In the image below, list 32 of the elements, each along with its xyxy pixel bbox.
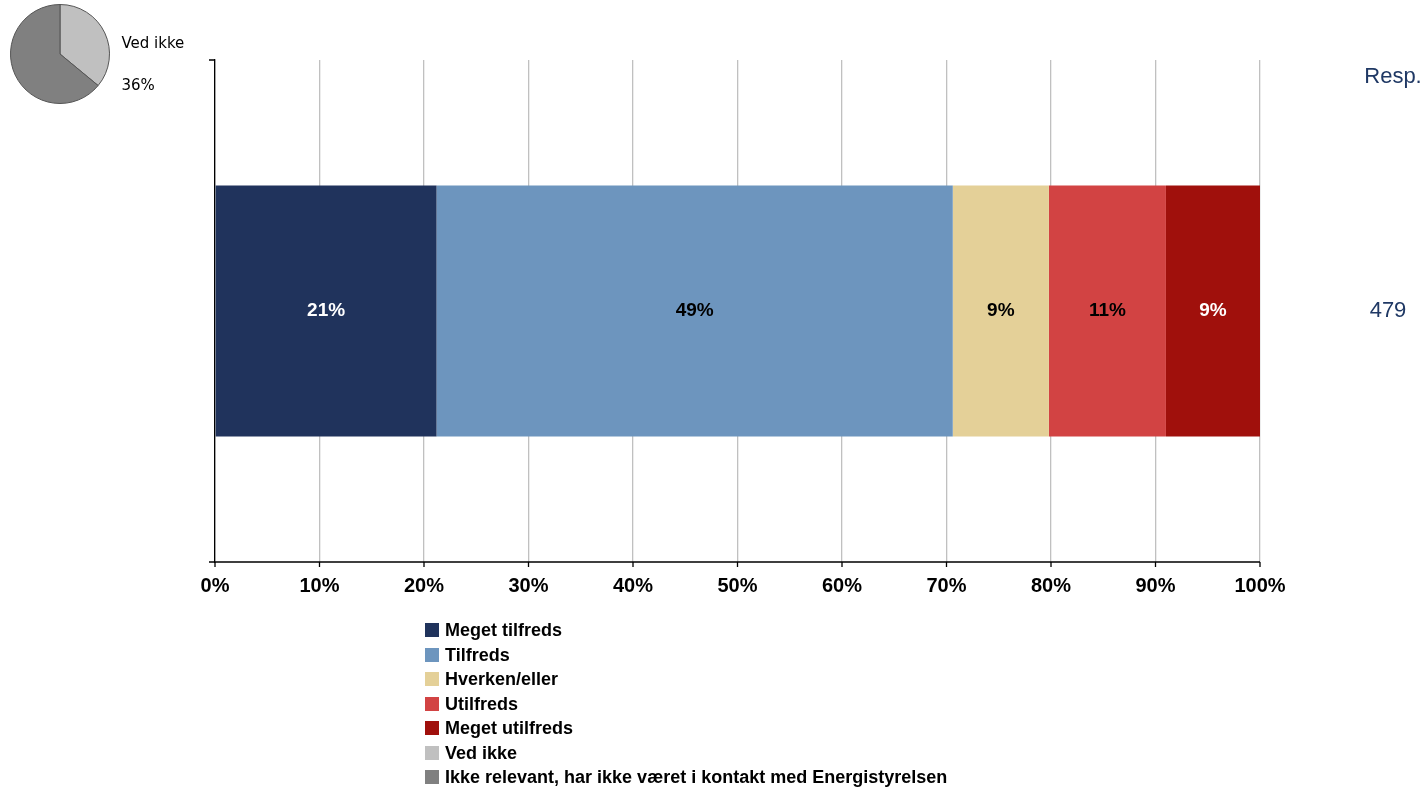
x-tick-label: 80% bbox=[1030, 573, 1072, 596]
data-label: 36% bbox=[121, 76, 155, 94]
legend-label: Ved ikke bbox=[445, 741, 518, 765]
data-label: 21% bbox=[307, 299, 346, 321]
legend-label: Utilfreds bbox=[445, 692, 519, 716]
legend-label: Tilfreds bbox=[445, 643, 510, 667]
x-tick-label: 60% bbox=[821, 573, 863, 596]
bar bbox=[1165, 185, 1260, 437]
x-tick-label: 70% bbox=[926, 573, 967, 596]
x-tick-label: 20% bbox=[403, 573, 445, 596]
x-tick-label: 40% bbox=[612, 573, 654, 596]
data-label: 49% bbox=[675, 299, 714, 321]
legend-label: Meget tilfreds bbox=[445, 619, 563, 642]
bar bbox=[436, 185, 953, 437]
data-label: 9% bbox=[1199, 299, 1227, 321]
data-label: 11% bbox=[1088, 299, 1127, 321]
x-tick-label: 30% bbox=[508, 573, 549, 596]
text: 479 bbox=[1369, 297, 1407, 323]
bar bbox=[1048, 185, 1166, 437]
bar bbox=[215, 185, 437, 437]
legend-label: Meget utilfreds bbox=[445, 717, 574, 740]
x-tick-label: 50% bbox=[717, 573, 758, 596]
legend-label: Hverken/eller bbox=[445, 668, 559, 691]
text: Resp. bbox=[1364, 63, 1422, 89]
slice-label: Ved ikke bbox=[121, 34, 185, 52]
data-label: 9% bbox=[987, 299, 1015, 321]
x-tick-label: 90% bbox=[1135, 573, 1176, 596]
legend-label: Ikke relevant, har ikke været i kontakt med Energistyrelsen bbox=[445, 766, 948, 789]
x-tick-label: 10% bbox=[299, 573, 340, 596]
x-tick-label: 100% bbox=[1234, 573, 1286, 596]
x-tick-label: 0% bbox=[200, 573, 230, 596]
bar bbox=[952, 185, 1049, 437]
